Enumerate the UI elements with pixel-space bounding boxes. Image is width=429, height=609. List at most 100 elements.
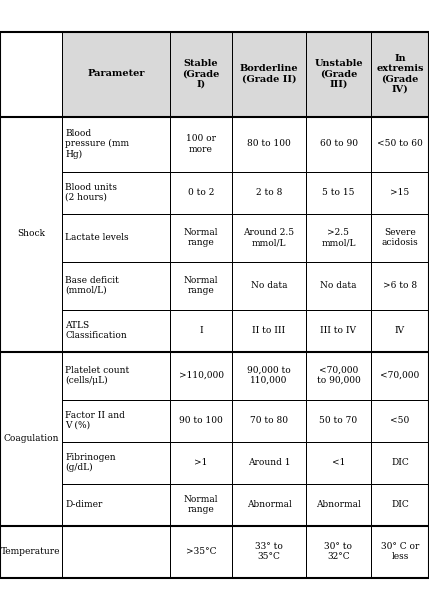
Text: Unstable
(Grade
III): Unstable (Grade III)	[314, 60, 363, 88]
Bar	[170, 214, 232, 261]
Text: II to III: II to III	[252, 326, 286, 335]
Bar	[306, 484, 371, 526]
Bar	[0, 526, 62, 577]
Text: Severe
acidosis: Severe acidosis	[382, 228, 418, 247]
Text: >1: >1	[194, 458, 208, 467]
Bar	[232, 309, 306, 351]
Bar	[62, 32, 170, 116]
Bar	[232, 526, 306, 577]
Bar	[371, 351, 429, 400]
Bar	[371, 309, 429, 351]
Bar	[62, 351, 170, 400]
Text: >110,000: >110,000	[178, 371, 224, 380]
Bar	[306, 526, 371, 577]
Text: Blood
pressure (mm
Hg): Blood pressure (mm Hg)	[65, 129, 129, 159]
Text: IV: IV	[395, 326, 405, 335]
Bar	[232, 351, 306, 400]
Bar	[62, 172, 170, 214]
Text: 33° to
35°C: 33° to 35°C	[255, 542, 283, 561]
Text: I: I	[199, 326, 203, 335]
Text: >35°C: >35°C	[186, 547, 216, 556]
Bar	[232, 172, 306, 214]
Bar	[371, 526, 429, 577]
Bar	[306, 214, 371, 261]
Text: Normal
range: Normal range	[184, 276, 218, 295]
Bar	[170, 442, 232, 484]
Text: Temperature: Temperature	[1, 547, 61, 556]
Bar	[62, 526, 170, 577]
Text: Abnormal: Abnormal	[247, 500, 291, 509]
Bar	[306, 309, 371, 351]
Bar	[62, 309, 170, 351]
Text: ATLS
Classification: ATLS Classification	[65, 321, 127, 340]
Text: In
extremis
(Grade
IV): In extremis (Grade IV)	[376, 54, 424, 94]
Bar	[371, 484, 429, 526]
Text: Shock: Shock	[17, 230, 45, 239]
Bar	[62, 32, 170, 116]
Text: Normal
range: Normal range	[184, 228, 218, 247]
Text: Coagulation: Coagulation	[3, 434, 59, 443]
Bar	[232, 32, 306, 116]
Text: >6 to 8: >6 to 8	[383, 281, 417, 290]
Bar	[371, 214, 429, 261]
Text: D-dimer: D-dimer	[65, 500, 103, 509]
Text: No data: No data	[251, 281, 287, 290]
Bar	[0, 116, 62, 351]
Text: Normal
range: Normal range	[184, 495, 218, 514]
Text: 90 to 100: 90 to 100	[179, 416, 223, 425]
Bar	[170, 261, 232, 309]
Text: 30° C or
less: 30° C or less	[381, 542, 419, 561]
Text: Parameter: Parameter	[87, 69, 145, 79]
Bar	[371, 32, 429, 116]
Bar	[0, 351, 62, 526]
Bar	[232, 400, 306, 442]
Bar	[170, 172, 232, 214]
Bar	[232, 32, 306, 116]
Text: Platelet count
(cells/μL): Platelet count (cells/μL)	[65, 366, 129, 385]
Bar	[306, 261, 371, 309]
Bar	[371, 261, 429, 309]
Bar	[62, 214, 170, 261]
Text: 80 to 100: 80 to 100	[247, 139, 291, 149]
Text: Fibrinogen
(g/dL): Fibrinogen (g/dL)	[65, 453, 116, 472]
Bar	[371, 172, 429, 214]
Text: Factor II and
V (%): Factor II and V (%)	[65, 411, 125, 430]
Bar	[170, 32, 232, 116]
Bar	[371, 400, 429, 442]
Bar	[371, 116, 429, 172]
Text: 2 to 8: 2 to 8	[256, 188, 282, 197]
Bar	[371, 442, 429, 484]
Text: <70,000
to 90,000: <70,000 to 90,000	[317, 366, 360, 385]
Text: III to IV: III to IV	[320, 326, 356, 335]
Text: Around 1: Around 1	[248, 458, 290, 467]
Text: DIC: DIC	[391, 458, 409, 467]
Bar	[170, 351, 232, 400]
Bar	[62, 400, 170, 442]
Bar	[0, 32, 429, 577]
Text: 60 to 90: 60 to 90	[320, 139, 357, 149]
Text: >15: >15	[390, 188, 410, 197]
Text: 90,000 to
110,000: 90,000 to 110,000	[247, 366, 291, 385]
Bar	[62, 116, 170, 172]
Bar	[232, 484, 306, 526]
Bar	[306, 400, 371, 442]
Bar	[170, 116, 232, 172]
Bar	[170, 484, 232, 526]
Bar	[0, 32, 62, 116]
Bar	[170, 400, 232, 442]
Text: Around 2.5
mmol/L: Around 2.5 mmol/L	[243, 228, 295, 247]
Text: Lactate levels: Lactate levels	[65, 233, 129, 242]
Bar	[371, 32, 429, 116]
Bar	[170, 32, 232, 116]
Text: Blood units
(2 hours): Blood units (2 hours)	[65, 183, 117, 202]
Text: Abnormal: Abnormal	[316, 500, 361, 509]
Text: Borderline
(Grade II): Borderline (Grade II)	[240, 65, 298, 83]
Text: 5 to 15: 5 to 15	[322, 188, 355, 197]
Text: <70,000: <70,000	[381, 371, 420, 380]
Bar	[306, 172, 371, 214]
Text: 30° to
32°C: 30° to 32°C	[324, 542, 353, 561]
Bar	[232, 116, 306, 172]
Bar	[232, 442, 306, 484]
Text: 70 to 80: 70 to 80	[250, 416, 288, 425]
Text: Stable
(Grade
I): Stable (Grade I)	[182, 60, 220, 88]
